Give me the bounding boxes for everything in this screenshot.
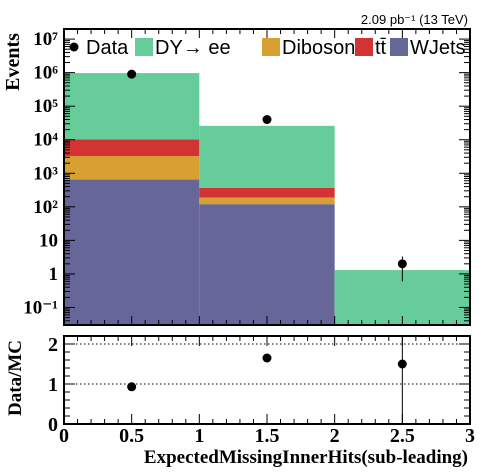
x-tick-label: 1 <box>194 425 204 447</box>
x-axis-label: ExpectedMissingInnerHits(sub-leading) <box>144 447 468 468</box>
x-tick-label: 0 <box>59 425 69 447</box>
legend-data-marker <box>69 42 79 52</box>
y-tick-label: 10⁶ <box>33 63 58 84</box>
legend-swatch-dy <box>135 38 153 56</box>
y-tick-label: 10³ <box>33 163 58 184</box>
y-tick-label: 10⁷ <box>33 29 58 50</box>
bar-ttbar-bin-0 <box>64 139 200 157</box>
ratio-point <box>397 359 407 369</box>
legend-swatch-diboson <box>262 38 280 56</box>
y-tick-label: 10 <box>39 230 58 251</box>
bar-dy-bin-1 <box>199 125 335 188</box>
y-tick-label: 10⁴ <box>33 130 58 151</box>
data-point <box>262 115 272 125</box>
bar-wjets-bin-0 <box>64 179 200 325</box>
y-axis-label: Events <box>2 33 24 91</box>
luminosity-label: 2.09 pb⁻¹ (13 TeV) <box>361 12 468 27</box>
ratio-y-tick-label: 2 <box>48 334 58 356</box>
x-tick-label: 2 <box>330 425 340 447</box>
main-panel: 10⁻¹ 1 10 10² 10³ 10⁴ 10⁵ 10⁶ 10⁷ Data DY→ ee Dibos… <box>23 28 471 326</box>
bar-ttbar-bin-1 <box>199 187 335 198</box>
data-point <box>127 69 137 79</box>
ratio-point <box>262 353 272 363</box>
x-tick-label: 2.5 <box>390 425 415 447</box>
bar-diboson-bin-0 <box>64 156 200 180</box>
ratio-point <box>127 382 137 392</box>
legend-swatch-wjets <box>390 38 408 56</box>
bar-wjets-bin-1 <box>199 204 335 325</box>
ratio-y-axis-label: Data/MC <box>5 340 26 416</box>
legend-label-diboson: Diboson <box>282 37 355 59</box>
bar-diboson-bin-1 <box>199 197 335 205</box>
x-tick-label: 0.5 <box>119 425 144 447</box>
data-point <box>397 259 407 269</box>
y-tick-label: 1 <box>49 264 59 285</box>
bar-dy-bin-0 <box>64 73 200 140</box>
ratio-panel: 0 1 2 0 0.5 1 1.5 2 2.5 3 <box>48 334 475 447</box>
x-tick-label: 3 <box>465 425 475 447</box>
ratio-y-tick-label: 0 <box>48 414 58 436</box>
y-tick-label: 10⁵ <box>33 96 58 117</box>
ratio-frame <box>63 335 471 425</box>
ratio-y-tick-label: 1 <box>48 374 58 396</box>
y-tick-label: 10⁻¹ <box>23 297 58 318</box>
legend-label-dy: DY→ ee <box>155 37 231 59</box>
x-tick-label: 1.5 <box>255 425 280 447</box>
y-tick-label: 10² <box>33 197 58 218</box>
legend-label-ttbar: tt̄ <box>375 37 387 59</box>
legend-label-data: Data <box>86 37 129 59</box>
legend-label-wjets: WJets <box>410 37 466 59</box>
legend-swatch-ttbar <box>355 38 373 56</box>
